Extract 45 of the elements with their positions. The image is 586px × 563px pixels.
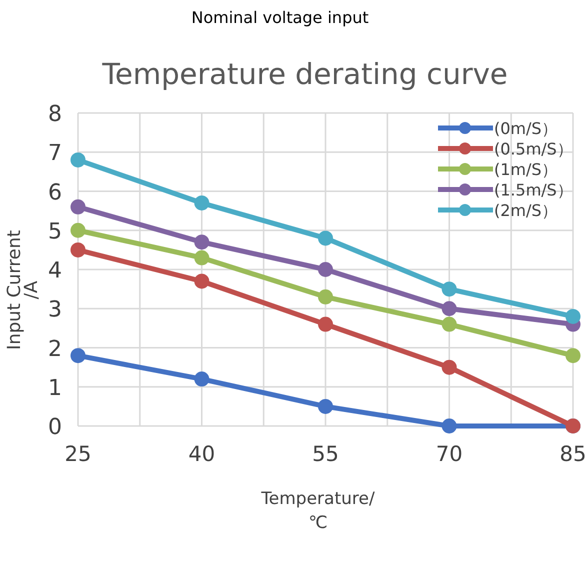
chart-title: Temperature derating curve <box>101 57 508 91</box>
y-tick-label: 6 <box>48 180 62 206</box>
point <box>194 250 210 266</box>
x-tick-label: 85 <box>560 442 586 466</box>
y-tick-label: 2 <box>48 336 62 362</box>
y-axis-title: Input Current /A <box>4 230 42 350</box>
legend-label: (2m/S） <box>494 201 558 220</box>
point <box>70 348 86 364</box>
y-tick-label: 5 <box>48 219 62 244</box>
legend-label: (0m/S） <box>494 119 558 138</box>
point <box>318 230 333 246</box>
point <box>194 372 210 387</box>
point <box>70 222 86 238</box>
point <box>70 199 86 214</box>
y-tick-label: 4 <box>48 258 62 284</box>
y-tick-label: 3 <box>48 298 62 323</box>
point <box>318 262 333 277</box>
point <box>442 301 457 316</box>
point <box>194 195 210 210</box>
x-tick-label: 70 <box>436 442 463 466</box>
point <box>194 274 210 289</box>
legend-label: (1m/S） <box>494 160 558 179</box>
point <box>442 282 457 297</box>
x-axis-title: Temperature/ ℃ <box>260 489 375 533</box>
x-tick-label: 40 <box>188 442 216 466</box>
point <box>442 360 457 375</box>
y-tick-label: 0 <box>48 415 62 440</box>
legend-label: (1.5m/S） <box>494 180 573 200</box>
point <box>70 152 86 168</box>
point <box>442 316 457 332</box>
point <box>442 418 457 434</box>
text: Nominal voltage input <box>191 8 369 27</box>
point <box>70 242 86 258</box>
x-tick-label: 55 <box>312 442 339 466</box>
y-tick-label: 1 <box>48 376 62 401</box>
point <box>566 308 580 324</box>
y-tick-label: 8 <box>48 102 62 127</box>
point <box>318 398 333 414</box>
point <box>194 234 210 250</box>
point <box>566 348 580 364</box>
x-tick-label: 25 <box>64 442 92 466</box>
point <box>318 316 333 332</box>
y-tick-label: 7 <box>48 141 62 166</box>
legend-label: (0.5m/S） <box>494 140 573 158</box>
point <box>318 289 333 304</box>
